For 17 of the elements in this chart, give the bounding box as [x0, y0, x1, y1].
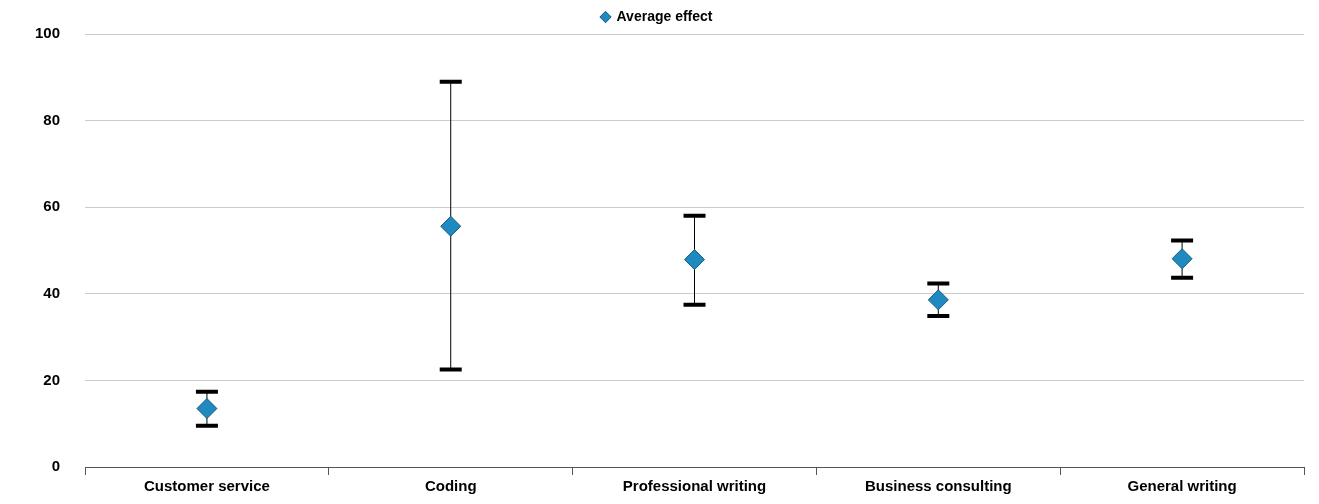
- x-tick-label: Customer service: [143, 477, 270, 495]
- point: [1171, 248, 1193, 270]
- point: [927, 289, 949, 311]
- x-tick-label: Professional writing: [622, 477, 767, 495]
- y-tick-label: 20: [43, 370, 61, 388]
- y-tick-label: 0: [51, 457, 61, 475]
- y-tick-label: 100: [35, 24, 61, 42]
- x-tick-label: Business consulting: [864, 477, 1012, 495]
- legend-label: Average effect: [616, 7, 713, 24]
- y-tick-label: 80: [43, 110, 61, 128]
- x-tick-label: General writing: [1127, 477, 1237, 495]
- y-tick-label: 40: [43, 283, 61, 301]
- point: [196, 398, 218, 420]
- point: [440, 215, 462, 237]
- point: [684, 249, 706, 271]
- y-tick-label: 60: [43, 197, 61, 215]
- x-tick-label: Coding: [424, 477, 477, 495]
